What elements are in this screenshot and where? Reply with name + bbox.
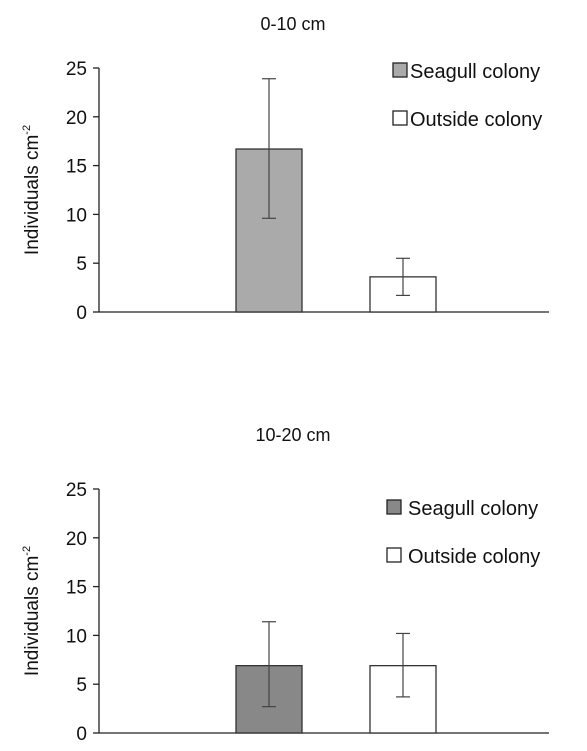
legend-swatch-seagull <box>392 62 408 78</box>
y-tick-label: 10 <box>66 626 87 647</box>
legend-label-outside: Outside colony <box>408 546 540 568</box>
y-tick-label: 15 <box>66 578 87 599</box>
y-tick-label: 0 <box>76 303 87 324</box>
legend-swatch-outside <box>386 547 402 563</box>
y-axis-label: Individuals cm-2 <box>21 546 43 676</box>
y-tick-label: 25 <box>66 480 87 501</box>
y-tick-label: 5 <box>76 675 87 696</box>
y-axis-label-main: Individuals cm <box>22 556 43 676</box>
legend-label-outside: Outside colony <box>410 109 542 131</box>
y-tick-label: 15 <box>66 157 87 178</box>
y-axis-label-superscript: -2 <box>21 546 33 556</box>
y-tick-label: 25 <box>66 59 87 80</box>
y-axis-label-main: Individuals cm <box>22 135 43 255</box>
y-tick-label: 20 <box>66 529 87 550</box>
y-tick-label: 0 <box>76 724 87 745</box>
y-axis-label: Individuals cm-2 <box>21 125 43 255</box>
chart-title: 0-10 cm <box>260 14 325 34</box>
y-tick-label: 10 <box>66 205 87 226</box>
chart-title: 10-20 cm <box>255 425 330 445</box>
legend-swatch-outside <box>392 110 408 126</box>
chart-panel-2: 10-20 cm 0 5 10 15 20 25 Individuals cm-2 Seagul… <box>21 425 549 745</box>
legend-label-seagull: Seagull colony <box>408 498 538 520</box>
legend-swatch-seagull <box>386 499 402 515</box>
y-tick-label: 20 <box>66 108 87 129</box>
legend-label-seagull: Seagull colony <box>410 61 540 83</box>
y-tick-label: 5 <box>76 254 87 275</box>
chart-panel-1: 0-10 cm 0 5 10 15 20 25 Individuals cm-2 Seagull… <box>21 14 549 324</box>
y-axis-label-superscript: -2 <box>21 125 33 135</box>
